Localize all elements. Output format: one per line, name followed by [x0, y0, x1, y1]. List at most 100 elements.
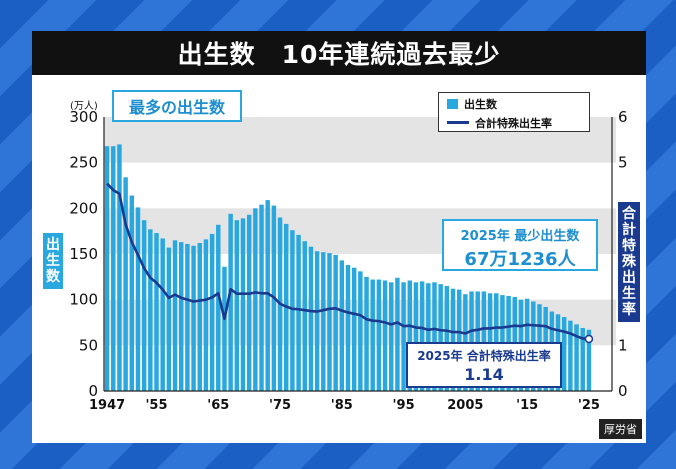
bar: [308, 246, 314, 391]
bar: [339, 260, 345, 391]
bar: [222, 266, 227, 391]
left-axis-unit: (万人): [70, 101, 98, 112]
bar: [191, 245, 196, 391]
bar: [450, 288, 456, 391]
bar: [432, 282, 437, 391]
x-axis-ticks: 1947 '55 '65 '75 '85 '95 2005 '15 '25: [89, 398, 600, 413]
bar: [246, 214, 252, 391]
legend: 出生数 合計特殊出生率: [438, 92, 590, 132]
left-tick-label: 150: [69, 245, 98, 263]
line-series: [106, 182, 594, 344]
bar: [111, 146, 116, 391]
x-tick-label: '55: [145, 398, 167, 413]
bar: [351, 267, 357, 391]
bar: [154, 232, 159, 391]
bar: [475, 291, 480, 391]
bar: [296, 234, 301, 391]
legend-item-tfr: 合計特殊出生率: [447, 114, 589, 131]
x-tick-label: '15: [516, 398, 538, 413]
bar: [240, 218, 246, 391]
bar: [166, 247, 172, 391]
tfr-endpoint: [584, 334, 594, 344]
bar: [568, 320, 573, 391]
bar: [209, 233, 215, 391]
bar: [438, 284, 443, 391]
left-tick-label: 200: [69, 199, 98, 217]
bar: [333, 254, 338, 391]
right-tick-label: 1: [618, 336, 628, 354]
bar: [314, 251, 320, 391]
bar: [265, 200, 270, 391]
bar: [141, 220, 147, 391]
bar: [302, 241, 307, 391]
bar: [160, 238, 165, 391]
bar: [290, 230, 295, 391]
line-swatch-icon: [447, 121, 469, 124]
bar: [376, 279, 382, 391]
bar: [216, 224, 221, 391]
x-tick-label: '25: [578, 398, 600, 413]
legend-tfr-label: 合計特殊出生率: [475, 116, 552, 130]
min-births-label: 2025年 最少出生数: [460, 229, 580, 244]
left-tick-label: 300: [69, 108, 98, 126]
bar: [228, 213, 233, 391]
bar: [185, 243, 190, 391]
bar: [389, 282, 394, 391]
right-tick-label: 6: [618, 108, 628, 126]
bar: [117, 144, 122, 391]
left-tick-label: 100: [69, 291, 98, 309]
right-axis-label: 合計特殊出生率: [618, 202, 640, 322]
tfr-callout: 2025年 合計特殊出生率 1.14: [406, 342, 562, 388]
tfr-line: [106, 182, 590, 341]
bar: [259, 204, 264, 391]
bar: [135, 207, 141, 391]
x-tick-label: '75: [269, 398, 291, 413]
min-births-callout: 2025年 最少出生数 67万1236人: [442, 219, 598, 271]
tfr-value: 1.14: [464, 365, 504, 384]
bar: [327, 253, 332, 391]
x-tick-label: '95: [393, 398, 415, 413]
bar: [253, 208, 258, 391]
bar: [481, 291, 487, 391]
bar: [358, 271, 363, 391]
bar: [123, 177, 128, 391]
bar: [364, 276, 369, 391]
x-tick-label: 2005: [447, 398, 483, 413]
bar: [172, 240, 178, 391]
bar: [401, 282, 406, 391]
bar: [370, 279, 375, 391]
bar: [321, 252, 326, 391]
bar: [234, 220, 240, 391]
left-axis-label: 出生数: [43, 233, 63, 289]
legend-births-label: 出生数: [464, 97, 497, 111]
left-axis-ticks: 0 50 100 150 200 250 300: [69, 108, 98, 400]
right-tick-label: 0: [618, 382, 628, 400]
bar: [129, 195, 135, 391]
left-tick-label: 50: [79, 336, 98, 354]
axes: [103, 117, 613, 392]
bar-swatch-icon: [447, 98, 458, 109]
tfr-label: 2025年 合計特殊出生率: [417, 349, 551, 363]
left-tick-label: 250: [69, 154, 98, 172]
bar: [456, 289, 462, 391]
x-tick-label: 1947: [89, 398, 125, 413]
bar: [574, 324, 579, 391]
min-births-value: 67万1236人: [464, 249, 576, 270]
bar: [407, 280, 412, 391]
left-tick-label: 0: [88, 382, 98, 400]
bar: [469, 291, 474, 391]
bar: [178, 242, 184, 391]
bar: [382, 280, 388, 391]
legend-item-births: 出生数: [447, 95, 589, 112]
bar: [104, 146, 110, 391]
bar: [580, 327, 585, 391]
bar: [395, 277, 400, 391]
max-births-callout: 最多の出生数: [112, 90, 242, 122]
x-tick-label: '65: [207, 398, 229, 413]
bar: [561, 317, 567, 391]
bar: [148, 229, 153, 391]
source-label: 厚労省: [599, 419, 642, 439]
chart-title: 出生数 10年連続過去最少: [32, 31, 646, 75]
bar: [197, 243, 202, 391]
